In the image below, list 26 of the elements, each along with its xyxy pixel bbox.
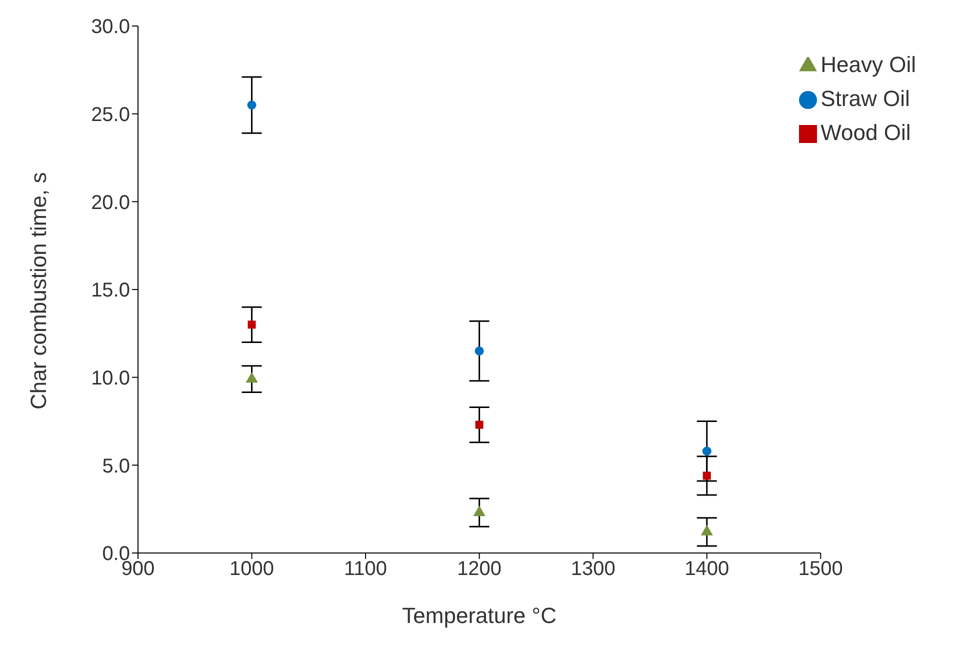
legend-label: Wood Oil	[820, 120, 911, 145]
legend-label: Heavy Oil	[820, 52, 916, 77]
y-tick-label: 5.0	[102, 455, 130, 478]
point	[700, 524, 713, 536]
point	[474, 346, 484, 356]
point	[702, 472, 711, 480]
y-tick-label: 25.0	[91, 104, 130, 126]
point	[247, 100, 256, 110]
x-axis-title: Temperature °C	[402, 603, 557, 628]
x-tick-label: 1100	[344, 558, 388, 580]
x-tick-label: 1000	[230, 558, 274, 580]
x-tick-label: 1400	[684, 558, 730, 580]
x-tick-label: 1200	[457, 558, 502, 580]
point	[702, 446, 712, 456]
y-tick-label: 10.0	[91, 367, 130, 390]
point	[248, 320, 256, 329]
point	[475, 420, 484, 429]
legend-label: Straw Oil	[820, 86, 910, 111]
x-tick-label: 1500	[798, 558, 843, 580]
y-tick-label: 30.0	[91, 16, 130, 38]
point	[473, 506, 486, 516]
x-tick-label: 1300	[570, 558, 616, 580]
point	[246, 372, 258, 383]
y-tick-label: 20.0	[91, 192, 130, 214]
y-tick-label: 15.0	[91, 280, 130, 302]
y-axis-title: Char combustion time, s	[26, 172, 51, 410]
